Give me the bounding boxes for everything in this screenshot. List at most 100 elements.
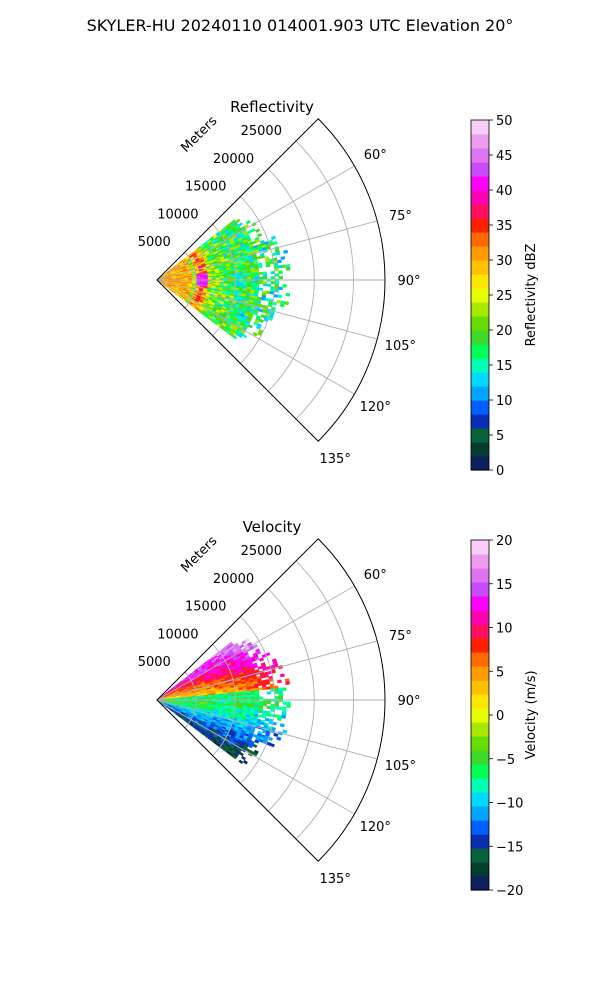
- radar-cell: [276, 299, 282, 304]
- colorbar-swatch: [471, 316, 489, 331]
- sector-frame: [156, 118, 386, 442]
- radar-cell: [242, 333, 248, 339]
- radar-cell: [280, 256, 286, 261]
- radar-cell: [251, 696, 256, 700]
- radar-cell: [254, 739, 260, 744]
- radar-cell: [266, 705, 272, 710]
- radar-cell: [223, 277, 229, 280]
- radar-cell: [272, 240, 278, 246]
- radar-cell: [286, 701, 291, 705]
- radar-cell: [278, 270, 283, 274]
- radar-cell: [254, 692, 260, 696]
- angular-tick-label: 120°: [360, 820, 391, 835]
- radar-cell: [235, 697, 240, 700]
- radar-cell: [262, 703, 268, 707]
- colorbar-tick-label: −5: [496, 753, 515, 768]
- radar-cell: [274, 703, 280, 708]
- radar-cell: [285, 266, 291, 271]
- colorbar-tick-label: −20: [496, 884, 523, 899]
- radar-cell: [282, 284, 287, 288]
- colorbar-swatch: [471, 358, 489, 373]
- radar-cell: [285, 681, 290, 686]
- colorbar-tick-label: 25: [496, 289, 513, 304]
- radar-cell: [259, 276, 264, 280]
- radar-cell: [239, 644, 245, 649]
- colorbar-tick-label: 50: [496, 114, 513, 129]
- radar-cell: [235, 277, 240, 280]
- radar-cell: [278, 695, 284, 700]
- radar-cell: [258, 709, 263, 714]
- radar-cell: [270, 276, 276, 280]
- colorbar-swatch: [471, 134, 489, 149]
- radar-cell: [237, 222, 243, 227]
- angular-tick-label: 105°: [385, 339, 416, 354]
- radar-cell: [276, 736, 282, 741]
- radar-cell: [254, 694, 260, 698]
- radar-cell: [279, 303, 285, 308]
- radar-cell: [262, 283, 268, 287]
- radar-cell: [274, 283, 280, 288]
- radar-panel-reflectivity: Reflectivity 5000 10000 15000 20000 25000 Mete…: [138, 98, 539, 479]
- radar-cell: [274, 273, 280, 277]
- radar-cell: [240, 755, 247, 761]
- radar-cell: [259, 696, 264, 700]
- angular-tick-label: 90°: [397, 274, 420, 289]
- colorbar-swatch: [471, 162, 489, 177]
- radar-cell: [275, 251, 281, 256]
- radar-cell: [265, 290, 271, 295]
- radar-cell: [281, 264, 287, 269]
- radial-tick-label: 15000: [185, 600, 226, 615]
- radar-cell: [282, 729, 288, 734]
- colorbar-swatch: [471, 232, 489, 247]
- radar-cell: [276, 717, 282, 722]
- radar-cell: [282, 706, 287, 711]
- radar-cell: [286, 704, 291, 708]
- figure-suptitle: SKYLER-HU 20240110 014001.903 UTC Elevat…: [86, 16, 514, 35]
- radar-cell: [269, 742, 275, 748]
- colorbar-swatch: [471, 848, 489, 863]
- colorbar-swatch: [471, 680, 489, 695]
- azimuth-spoke-105: [156, 699, 378, 760]
- colorbar-swatch: [471, 204, 489, 219]
- radar-cell: [270, 235, 277, 241]
- radar-cell: [270, 703, 276, 707]
- radar-cell: [251, 700, 256, 704]
- radar-cell: [278, 286, 283, 291]
- radar-cell: [252, 743, 258, 749]
- colorbar-swatch: [471, 428, 489, 443]
- radar-cell: [282, 701, 287, 705]
- colorbar-swatch: [471, 708, 489, 723]
- radar-cell: [278, 687, 283, 692]
- azimuth-spoke-105: [156, 279, 378, 340]
- radar-cell: [257, 714, 263, 718]
- colorbar-swatch: [471, 176, 489, 191]
- colorbar-tick-label: 20: [496, 324, 513, 339]
- radar-cell: [247, 744, 253, 749]
- colorbar-swatch: [471, 260, 489, 275]
- radar-cell: [278, 275, 284, 280]
- radial-tick-label: 25000: [241, 544, 282, 559]
- radar-cell: [277, 679, 282, 684]
- radar-cell: [250, 274, 256, 278]
- radar-cell: [242, 759, 248, 765]
- colorbar-swatch: [471, 148, 489, 163]
- azimuth-spoke-120: [156, 699, 355, 815]
- colorbar-swatch: [471, 638, 489, 653]
- radar-cell: [223, 697, 229, 700]
- radar-cell: [261, 714, 267, 719]
- radial-tick-label: 20000: [213, 572, 254, 587]
- radial-axis-label: Meters: [178, 113, 220, 155]
- colorbar-swatch: [471, 736, 489, 751]
- colorbar-swatch: [471, 596, 489, 611]
- colorbar-swatch: [471, 288, 489, 303]
- radar-cell: [270, 271, 276, 275]
- azimuth-spoke-75: [156, 220, 378, 281]
- angular-tick-label: 135°: [320, 872, 351, 887]
- radar-cell: [251, 276, 256, 280]
- radar-cell: [274, 701, 280, 705]
- radar-panel-velocity: Velocity 5000 10000 15000 20000 25000 Meters 60…: [138, 518, 539, 899]
- colorbar-swatch: [471, 540, 489, 555]
- radar-cell: [262, 701, 268, 705]
- radar-cell: [270, 281, 276, 285]
- radar-cell: [247, 696, 252, 700]
